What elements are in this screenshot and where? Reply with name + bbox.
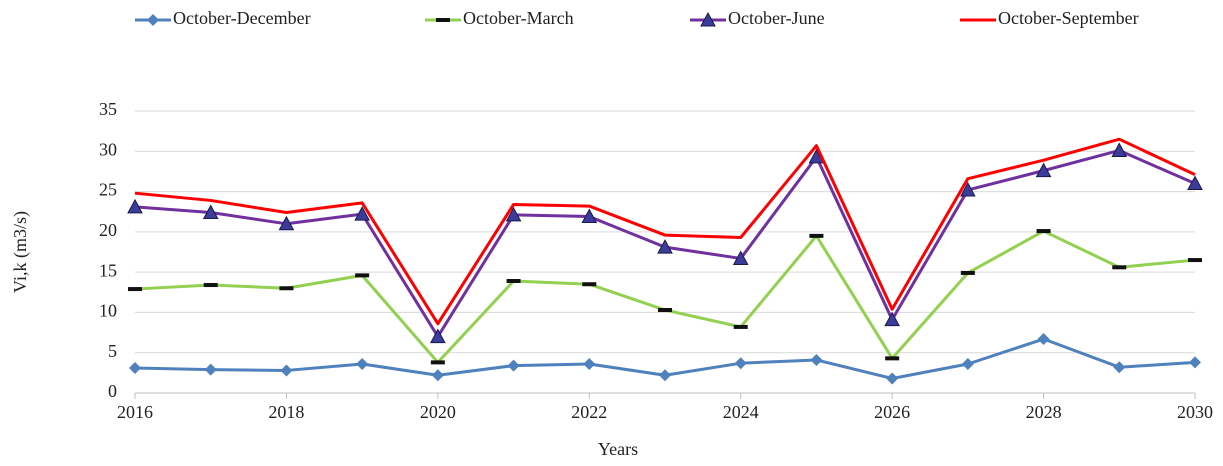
x-tick-label: 2028 [1026,402,1062,422]
legend-label: October-March [463,8,574,28]
data-point [733,324,748,329]
data-point [506,279,521,284]
data-point [960,270,975,275]
data-point [657,239,673,254]
data-point [809,233,824,238]
data-point [127,198,143,214]
data-point [279,286,294,291]
data-point [583,357,596,370]
legend-label: October-September [998,8,1139,28]
data-point [658,308,672,313]
data-point [128,287,142,292]
data-point [886,372,899,385]
legend-label: October-June [728,8,825,28]
data-point [1113,361,1126,374]
x-tick-label: 2030 [1177,402,1213,422]
y-tick-label: 20 [99,220,117,240]
data-point [430,328,446,344]
series-line [134,137,1196,326]
data-point [356,357,369,370]
data-point [204,363,217,376]
x-tick-label: 2016 [117,402,153,422]
data-point [884,311,900,327]
data-point [960,181,976,197]
data-point [1036,229,1051,234]
data-point [1112,265,1127,270]
legend-marker [700,11,716,27]
x-tick-label: 2026 [874,402,910,422]
data-point [203,283,218,288]
data-point [581,208,598,224]
data-point [1187,175,1203,191]
y-tick-label: 0 [108,381,117,401]
data-point [961,357,974,370]
data-point [1189,356,1201,369]
x-tick-label: 2018 [268,402,304,422]
data-point [129,362,141,375]
legend-marker [147,14,159,26]
x-tick-label: 2024 [723,402,759,422]
data-point [734,357,747,370]
y-tick-label: 10 [99,301,117,321]
x-axis-label: Years [598,439,638,459]
y-tick-label: 30 [99,139,117,159]
data-point [732,250,749,265]
data-point [1111,142,1128,157]
data-point [659,369,671,382]
data-point [431,369,444,382]
x-tick-label: 2020 [420,402,456,422]
data-point [202,204,219,220]
y-tick-label: 15 [99,260,117,280]
y-tick-label: 35 [99,99,117,119]
data-point [1188,258,1202,263]
data-point [885,356,900,361]
data-point [280,364,293,377]
data-point [1035,162,1052,178]
data-point [505,206,522,222]
data-point [507,359,520,372]
legend-label: October-December [173,8,311,28]
data-point [810,353,823,366]
data-point [355,273,370,278]
data-point [582,282,597,287]
x-tick-label: 2022 [571,402,607,422]
y-axis-label: Vi,k (m3/s) [10,211,31,293]
data-point [354,206,370,221]
data-point [278,215,295,231]
data-point [430,360,445,365]
legend-marker [436,18,450,22]
y-tick-label: 5 [108,341,117,361]
data-point [1037,333,1050,346]
y-tick-label: 25 [99,180,117,200]
